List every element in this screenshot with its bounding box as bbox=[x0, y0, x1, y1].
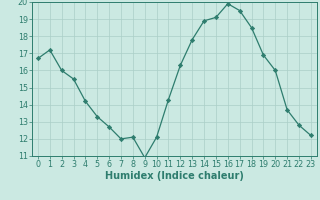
X-axis label: Humidex (Indice chaleur): Humidex (Indice chaleur) bbox=[105, 171, 244, 181]
